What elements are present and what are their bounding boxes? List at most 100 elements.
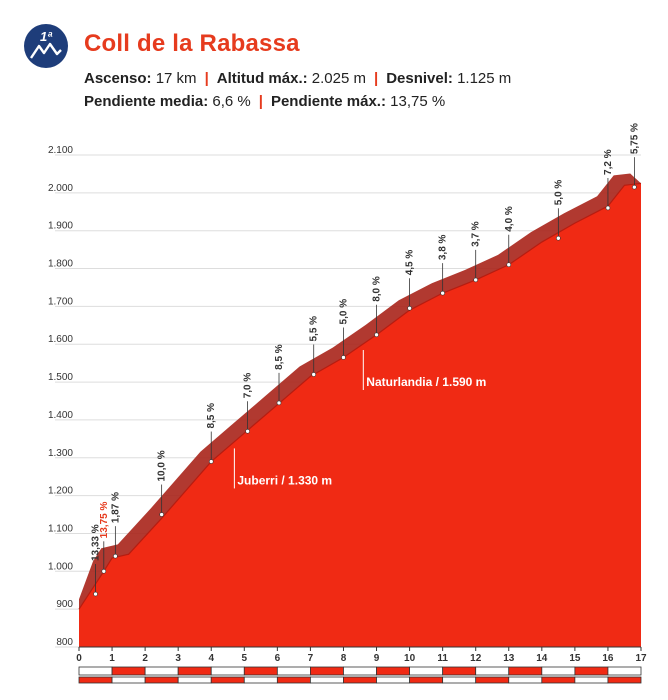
km-scale-segment — [78, 676, 113, 684]
gradient-point — [208, 459, 214, 464]
x-tick-label: 4 — [208, 653, 214, 664]
gradient-point — [440, 290, 445, 296]
x-tick-label: 12 — [470, 653, 482, 664]
km-scale-segment — [574, 666, 609, 676]
gradient-label: 13,75 % — [99, 502, 110, 539]
km-scale-segment — [243, 666, 278, 676]
gradient-label: 3,7 % — [471, 221, 482, 247]
y-tick-label: 2.100 — [48, 145, 73, 156]
stat-label-ascenso: Ascenso: — [84, 70, 152, 87]
x-tick-label: 15 — [569, 653, 581, 664]
category-badge: 1ª — [24, 24, 68, 68]
y-tick-label: 2.000 — [48, 183, 73, 194]
gradient-label: 5,75 % — [629, 123, 640, 154]
km-scale-segment — [343, 676, 377, 684]
profile-area — [79, 183, 641, 647]
x-tick-label: 8 — [341, 653, 347, 664]
y-tick-label: 1.000 — [48, 561, 73, 572]
y-tick-label: 1.700 — [48, 296, 73, 307]
stat-label-pendiente-media: Pendiente media: — [84, 93, 209, 110]
x-tick-label: 1 — [109, 653, 115, 664]
km-scale-segment — [111, 676, 146, 684]
gradient-label: 7,0 % — [243, 373, 254, 399]
km-scale-segment — [442, 666, 477, 676]
gradient-label: 8,5 % — [206, 403, 217, 429]
km-scale-segment — [508, 676, 543, 684]
gradient-point — [407, 305, 412, 311]
stat-value-ascenso: 17 km — [155, 70, 197, 87]
gradient-point — [113, 553, 118, 559]
km-scale-segment — [574, 676, 609, 684]
y-tick-label: 1.200 — [48, 486, 73, 497]
separator: | — [373, 70, 379, 87]
y-tick-label: 800 — [56, 637, 73, 648]
climb-title: Coll de la Rabassa — [84, 30, 300, 57]
km-scale-segment — [144, 676, 179, 684]
km-scale-segment — [607, 666, 642, 676]
km-scale-segment — [310, 666, 344, 676]
y-tick-label: 1.500 — [48, 372, 73, 383]
profile-top-band — [79, 173, 641, 610]
stat-value-desnivel: 1.125 m — [457, 70, 512, 87]
km-scale-segment — [144, 666, 179, 676]
x-tick-label: 2 — [142, 653, 148, 664]
km-scale-segment — [541, 676, 576, 684]
km-scale-segment — [409, 666, 444, 676]
gradient-point — [632, 184, 637, 190]
gradient-label: 13,33 % — [91, 524, 102, 561]
x-tick-label: 14 — [536, 653, 548, 664]
x-tick-label: 5 — [242, 653, 248, 664]
separator: | — [258, 93, 263, 110]
x-tick-label: 6 — [275, 653, 281, 664]
km-scale-segment — [243, 676, 278, 684]
x-tick-label: 17 — [635, 653, 647, 664]
gradient-label: 8,0 % — [372, 276, 383, 302]
km-scale-segment — [376, 676, 410, 684]
y-tick-label: 1.800 — [48, 259, 73, 270]
x-tick-label: 10 — [404, 653, 416, 664]
x-tick-label: 3 — [175, 653, 181, 664]
km-scale-segment — [276, 676, 311, 684]
gradient-point — [93, 591, 98, 597]
km-scale-segment — [508, 666, 543, 676]
gradient-point — [506, 262, 512, 268]
x-tick-label: 0 — [76, 653, 82, 664]
stat-label-desnivel: Desnivel: — [386, 70, 453, 87]
gradient-point — [245, 428, 250, 434]
stat-value-pendiente-media: 6,6 % — [212, 93, 251, 110]
km-scale-segment — [210, 666, 245, 676]
km-scale-segment — [376, 666, 410, 676]
x-tick-label: 13 — [503, 653, 515, 664]
gradient-label: 4,5 % — [405, 250, 416, 276]
y-tick-label: 1.600 — [48, 334, 73, 345]
km-scale-segment — [409, 676, 444, 684]
x-tick-label: 11 — [437, 653, 448, 664]
gradient-label: 4,0 % — [504, 206, 515, 232]
km-scale-segment — [177, 666, 212, 676]
km-scale-segment — [442, 676, 477, 684]
gradient-label: 1,87 % — [110, 492, 121, 523]
km-scale-segment — [475, 666, 510, 676]
km-scale-segment — [607, 676, 642, 684]
x-tick-label: 7 — [308, 653, 314, 664]
km-scale-segment — [343, 666, 377, 676]
stat-label-pendiente-max: Pendiente máx.: — [270, 93, 386, 110]
km-scale-segment — [210, 676, 245, 684]
km-scale-segment — [310, 676, 344, 684]
stat-label-altitud: Altitud máx.: — [216, 70, 308, 87]
gradient-point — [473, 277, 479, 283]
gradient-label: 7,2 % — [603, 149, 614, 175]
gradient-point — [311, 372, 317, 377]
town-label: Juberri / 1.330 m — [237, 473, 332, 487]
gradient-label: 5,5 % — [309, 316, 320, 342]
gradient-point — [159, 512, 164, 517]
km-scale-segment — [78, 666, 113, 676]
stat-value-altitud: 2.025 m — [311, 70, 366, 87]
x-tick-label: 16 — [602, 653, 614, 664]
gradient-label: 3,8 % — [438, 234, 449, 260]
y-tick-label: 1.300 — [48, 448, 73, 459]
km-scale-segment — [475, 676, 510, 684]
km-scale-segment — [111, 666, 146, 676]
x-tick-label: 9 — [374, 653, 380, 664]
stats-line-1: Ascenso: 17 km | Altitud máx.: 2.025 m | Des… — [84, 70, 511, 87]
